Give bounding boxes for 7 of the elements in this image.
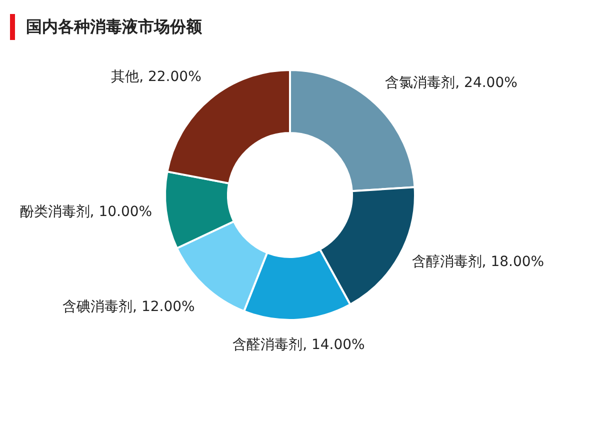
slice-label: 酚类消毒剂, 10.00% — [18, 203, 152, 222]
slice-label: 含氯消毒剂, 24.00% — [385, 74, 518, 93]
slice-label: 其他, 22.00% — [110, 68, 202, 87]
chart-title: 国内各种消毒液市场份额 — [26, 17, 202, 38]
slice-label: 含碘消毒剂, 12.00% — [62, 298, 195, 318]
slice-label: 含醇消毒剂, 18.00% — [412, 252, 546, 272]
slice-label: 含醛消毒剂, 14.00% — [232, 336, 366, 355]
